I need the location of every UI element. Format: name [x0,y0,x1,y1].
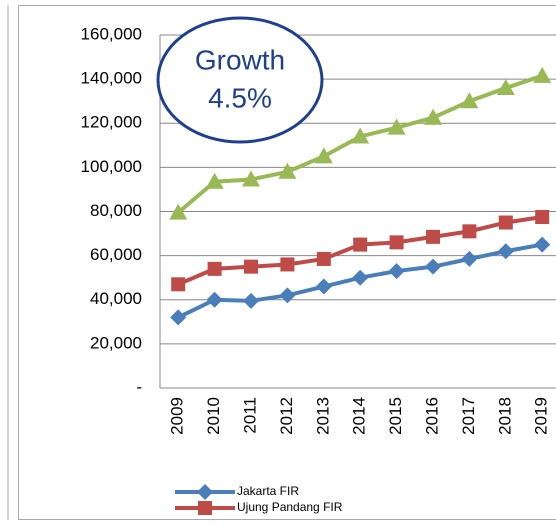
marker [280,257,295,272]
legend-label: Ujung Pandang FIR [237,500,343,514]
frame [18,5,556,520]
marker [315,278,332,295]
x-tick-label: 2013 [313,397,332,435]
y-tick-label: 120,000 [81,113,142,132]
x-tick-label: 2011 [240,397,259,434]
marker [497,243,514,260]
annotation: 4.5% [208,82,272,113]
marker [426,229,440,244]
x-tick-label: 2018 [495,397,514,435]
x-tick-label: 2014 [350,397,369,435]
marker [387,118,406,135]
y-tick-label: 60,000 [90,245,142,264]
x-tick-label: 2012 [277,397,296,435]
callout [156,16,324,144]
marker [316,251,331,266]
marker [461,250,478,267]
x-tick-label: 2015 [386,397,405,435]
marker [198,501,212,515]
x-tick-label: 2009 [168,397,187,435]
marker [353,237,368,252]
marker [314,147,333,164]
marker [533,66,552,83]
marker [205,172,224,189]
marker [244,259,258,274]
x-tick-label: 2010 [204,397,223,435]
y-tick-label: 80,000 [90,201,142,220]
marker [424,108,442,125]
y-tick-label: 160,000 [81,24,142,43]
marker [388,263,405,280]
y-tick-label: 40,000 [90,289,142,308]
y-tick-label: - [136,377,142,396]
annotation: Growth [195,44,285,75]
legend-label: Jakarta FIR [237,484,299,498]
marker [460,92,479,109]
y-tick-label: 140,000 [81,69,142,88]
marker [425,258,441,275]
y-tick-label: 20,000 [90,333,142,352]
marker [171,277,186,292]
marker [278,162,297,179]
marker [170,309,187,326]
marker [279,287,296,304]
marker [535,210,550,225]
marker [534,236,551,253]
marker [169,203,188,220]
y-tick-label: 100,000 [81,157,142,176]
marker [206,291,223,308]
marker [242,170,260,187]
marker [498,215,513,230]
marker [462,224,477,239]
x-tick-label: 2017 [459,397,478,435]
marker [207,261,222,276]
marker [352,269,369,286]
x-tick-label: 2016 [422,397,441,435]
marker [389,235,404,250]
marker [496,78,515,95]
marker [243,292,259,309]
marker [197,484,213,500]
x-tick-label: 2019 [532,397,551,435]
marker [351,127,370,144]
